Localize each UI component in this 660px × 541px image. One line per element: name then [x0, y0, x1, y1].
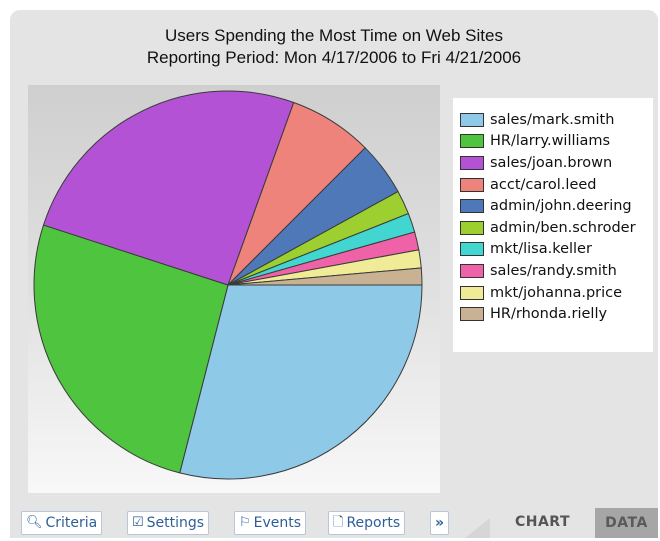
legend-item-3: acct/carol.leed	[460, 174, 653, 196]
legend-swatch	[460, 155, 484, 170]
legend-item-7: sales/randy.smith	[460, 260, 653, 282]
events-button[interactable]: ⚐ Events	[234, 511, 307, 535]
pie-slice-1	[33, 224, 229, 474]
legend-label: mkt/lisa.keller	[490, 241, 592, 258]
report-panel: Users Spending the Most Time on Web Site…	[10, 10, 658, 538]
tab-data[interactable]: DATA	[595, 508, 658, 538]
legend-swatch	[460, 134, 484, 149]
legend-swatch	[460, 220, 484, 235]
legend-swatch	[460, 263, 484, 278]
reports-button[interactable]: 🗋︎ Reports	[328, 511, 406, 535]
legend-item-8: mkt/johanna.price	[460, 282, 653, 304]
settings-label: Settings	[146, 515, 205, 531]
legend-label: mkt/johanna.price	[490, 284, 623, 301]
legend-label: acct/carol.leed	[490, 176, 597, 193]
legend-item-4: admin/john.deering	[460, 195, 653, 217]
reports-label: Reports	[346, 515, 401, 531]
magnifier-icon: 🔍︎	[26, 515, 43, 530]
legend-item-0: sales/mark.smith	[460, 109, 653, 131]
legend-item-9: HR/rhonda.rielly	[460, 303, 653, 325]
legend-label: HR/rhonda.rielly	[490, 306, 608, 323]
legend-label: HR/larry.williams	[490, 133, 611, 150]
more-label: »	[435, 515, 445, 531]
pie-slice-2	[42, 90, 295, 286]
checkbox-icon: ☑	[132, 515, 144, 530]
legend-swatch	[460, 177, 484, 192]
chart-title: Users Spending the Most Time on Web Site…	[165, 26, 503, 45]
legend-swatch	[460, 112, 484, 127]
tab-chart-label: CHART	[514, 514, 571, 530]
legend-item-2: sales/joan.brown	[460, 152, 653, 174]
legend-label: admin/ben.schroder	[490, 219, 636, 236]
legend-item-6: mkt/lisa.keller	[460, 239, 653, 261]
plot-area	[28, 85, 440, 493]
flag-icon: ⚐	[239, 515, 251, 530]
chart-subtitle: Reporting Period: Mon 4/17/2006 to Fri 4…	[146, 48, 522, 67]
legend-swatch	[460, 242, 484, 257]
criteria-label: Criteria	[45, 515, 98, 531]
events-label: Events	[253, 515, 302, 531]
settings-button[interactable]: ☑ Settings	[127, 511, 210, 535]
legend-label: sales/joan.brown	[490, 154, 613, 171]
tab-data-label: DATA	[605, 515, 648, 531]
legend-swatch	[460, 307, 484, 322]
legend-item-5: admin/ben.schroder	[460, 217, 653, 239]
legend-label: sales/randy.smith	[490, 262, 617, 279]
criteria-button[interactable]: 🔍︎ Criteria	[21, 511, 103, 535]
pie-slice-0	[179, 284, 423, 480]
legend-label: sales/mark.smith	[490, 111, 615, 128]
more-button[interactable]: »	[430, 511, 450, 535]
chart-title-block: Users Spending the Most Time on Web Site…	[10, 25, 658, 69]
document-icon: 🗋︎	[333, 515, 344, 530]
pie-slice-9	[227, 267, 423, 286]
legend-item-1: HR/larry.williams	[460, 131, 653, 153]
bottom-toolbar: 🔍︎ Criteria ☑ Settings ⚐ Events 🗋︎ Repor…	[10, 506, 658, 538]
legend-swatch	[460, 285, 484, 300]
tab-chart[interactable]: CHART	[490, 506, 595, 538]
chart-legend: sales/mark.smith HR/larry.williams sales/j…	[453, 98, 653, 352]
pie-chart	[33, 90, 423, 480]
legend-swatch	[460, 199, 484, 214]
legend-label: admin/john.deering	[490, 198, 632, 215]
